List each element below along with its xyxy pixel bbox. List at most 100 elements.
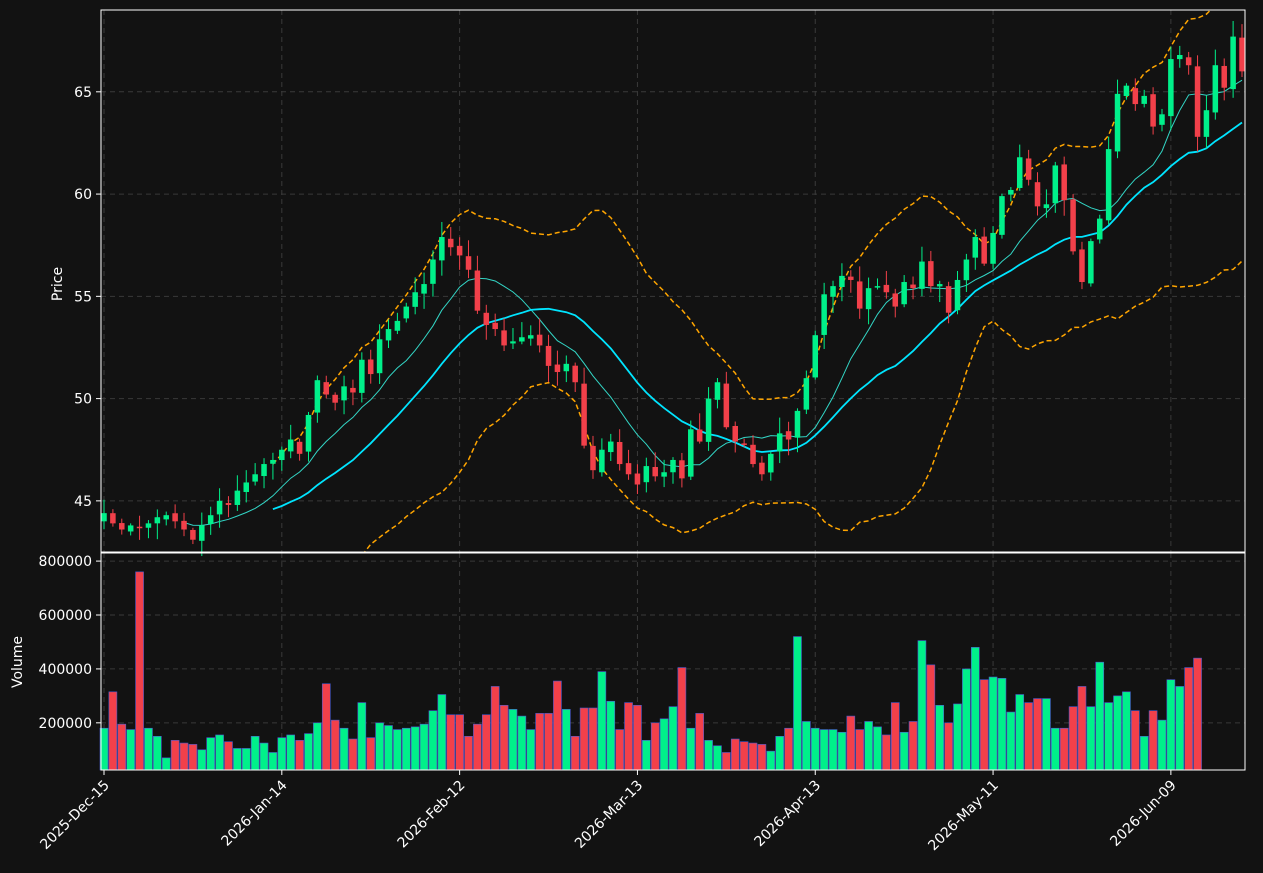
volume-bar <box>739 741 749 771</box>
volume-bar <box>508 709 518 771</box>
date-tick-label: 2026-Jan-14 <box>219 777 291 849</box>
candle-body <box>785 431 792 440</box>
candle-body <box>910 284 916 289</box>
volume-bar <box>570 736 580 771</box>
volume-bar <box>517 715 527 771</box>
candle <box>1168 46 1174 130</box>
volume-bar <box>1006 711 1016 771</box>
candle <box>803 370 810 415</box>
volume-bar <box>419 723 429 771</box>
candle <box>501 318 507 352</box>
candle <box>1159 108 1165 132</box>
candle-body <box>1088 241 1094 284</box>
candle-body <box>794 410 801 438</box>
volume-bar <box>357 702 367 771</box>
volume-bar <box>953 703 962 771</box>
candle-body <box>1194 66 1201 137</box>
volume-bar <box>544 713 553 771</box>
candle-body <box>1034 182 1041 207</box>
volume-bar <box>668 706 678 771</box>
candle-body <box>296 441 303 454</box>
candle-body <box>803 378 810 410</box>
candle-body <box>403 306 410 319</box>
candle <box>367 349 374 384</box>
price-axis-label: Price <box>50 267 66 301</box>
candle <box>972 229 979 270</box>
volume-bar <box>295 740 304 771</box>
candle <box>536 318 543 353</box>
candle <box>901 275 907 308</box>
candle <box>412 277 418 315</box>
volume-bar <box>375 722 384 771</box>
volume-bar <box>1042 698 1051 771</box>
volume-bar <box>490 686 500 771</box>
price-tick-label: 60 <box>74 187 92 203</box>
volume-bar <box>935 705 945 771</box>
volume-bar <box>553 680 562 771</box>
candle-body <box>394 320 401 331</box>
candle-body <box>670 459 676 473</box>
volume-bar <box>917 640 927 771</box>
candle-body <box>732 425 738 442</box>
candle-body <box>101 513 107 522</box>
candle <box>768 451 774 481</box>
candle-body <box>376 339 383 374</box>
candle-body <box>856 281 863 309</box>
candle-body <box>1052 165 1059 204</box>
candle <box>1141 89 1147 108</box>
candle <box>1079 241 1085 290</box>
candle <box>572 362 578 393</box>
volume-panel-frame <box>100 552 1246 771</box>
candle-body <box>1159 114 1165 125</box>
candle-body <box>421 284 427 294</box>
candle-body <box>1185 57 1192 66</box>
volume-bar <box>393 729 402 771</box>
volume-bar <box>695 713 704 771</box>
price-candles <box>101 20 1245 557</box>
volume-bar <box>1015 694 1025 771</box>
volume-bar <box>455 714 464 771</box>
candle-body <box>545 345 552 366</box>
volume-bar <box>633 705 642 771</box>
volume-bar <box>757 744 767 771</box>
candle-body <box>830 286 836 297</box>
candle-body <box>945 286 952 313</box>
candle <box>1177 45 1183 68</box>
candle <box>527 325 534 346</box>
candle <box>287 424 294 459</box>
volume-bar <box>837 731 847 771</box>
candle <box>661 459 667 488</box>
volume-bar <box>1086 706 1096 771</box>
candle-body <box>190 529 196 540</box>
candle-body <box>527 335 534 339</box>
volume-bar <box>428 710 438 771</box>
candle-body <box>119 523 125 530</box>
candle-body <box>821 294 827 335</box>
volume-bar <box>179 742 189 771</box>
candle <box>190 527 196 545</box>
grid-lines <box>101 10 1245 770</box>
candle <box>892 288 899 318</box>
candle <box>1008 187 1014 202</box>
volume-bar <box>224 741 233 771</box>
candle <box>821 282 827 350</box>
candle-body <box>359 359 365 393</box>
candle <box>305 411 312 462</box>
volume-bar <box>810 727 820 771</box>
candle <box>919 246 925 297</box>
candle <box>403 302 410 323</box>
candle <box>1061 156 1067 216</box>
candle <box>785 421 792 456</box>
candle <box>590 435 596 479</box>
candle-body <box>447 238 454 248</box>
candle <box>332 392 338 411</box>
candle-body <box>1070 199 1076 252</box>
candle-body <box>1025 158 1032 180</box>
candle-body <box>581 383 587 446</box>
candle <box>243 470 250 503</box>
candle-body <box>287 439 294 452</box>
volume-bar <box>473 723 482 771</box>
volume-bar <box>588 707 598 771</box>
candle-body <box>136 526 143 529</box>
